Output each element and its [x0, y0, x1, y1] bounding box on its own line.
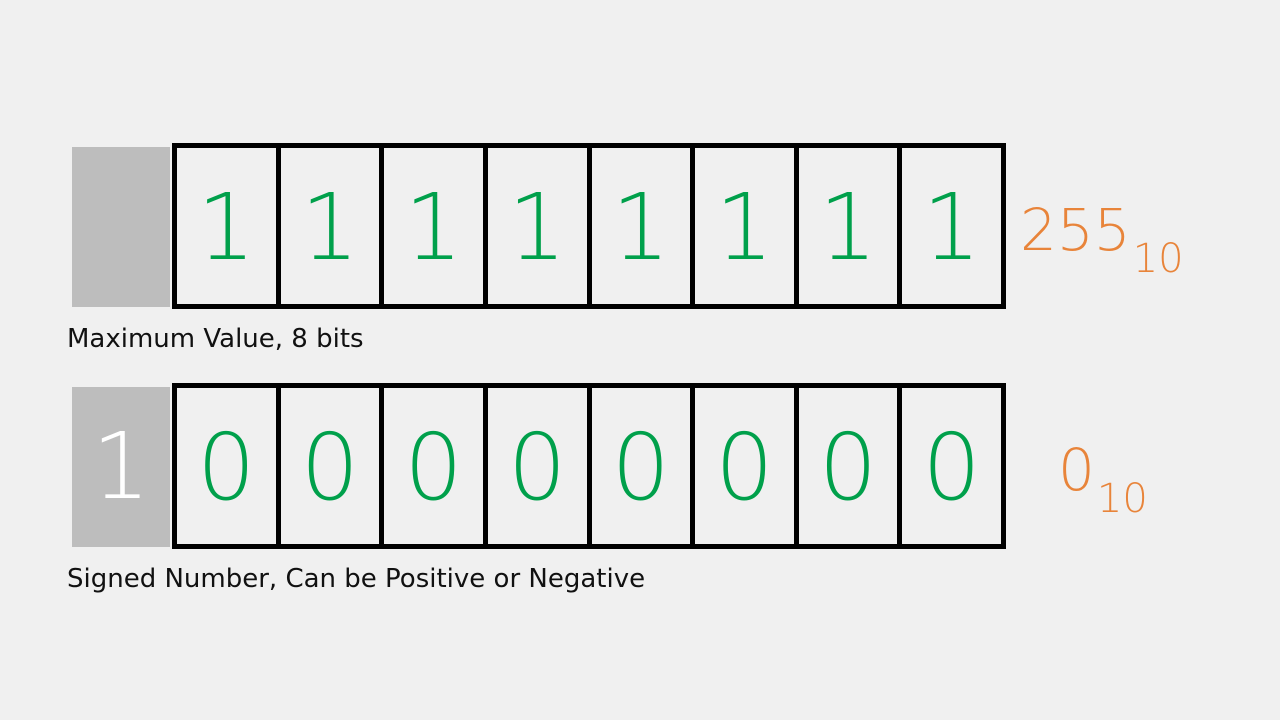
- bit-cell-2: 1: [384, 148, 488, 304]
- sign-bit-block: 1: [72, 387, 170, 547]
- bit-cell-5: 0: [695, 388, 799, 544]
- byte-row-unsigned: 1 1 1 1 1 1 1 1 25510: [0, 143, 1280, 309]
- decimal-base-subscript: 10: [1096, 476, 1148, 522]
- decimal-value: 010: [1058, 441, 1148, 519]
- bit-cell-7: 0: [922, 414, 981, 521]
- bit-cell-4: 0: [592, 388, 696, 544]
- caption-signed-number: Signed Number, Can be Positive or Negati…: [67, 564, 646, 594]
- decimal-value-number: 0: [1058, 436, 1095, 504]
- bit-cell-6: 1: [799, 148, 903, 304]
- bit-cell-1: 1: [281, 148, 385, 304]
- bit-cell-0: 1: [177, 148, 281, 304]
- decimal-base-subscript: 10: [1132, 236, 1184, 282]
- bit-cell-2: 0: [384, 388, 488, 544]
- bits-frame: 1 1 1 1 1 1 1 1: [172, 143, 1006, 309]
- sign-bit-block: [72, 147, 170, 307]
- bit-cell-4: 1: [592, 148, 696, 304]
- bit-cell-0: 0: [177, 388, 281, 544]
- decimal-value-number: 255: [1020, 196, 1131, 264]
- caption-maximum-value: Maximum Value, 8 bits: [67, 324, 364, 354]
- bit-cell-3: 0: [488, 388, 592, 544]
- bit-cell-3: 1: [488, 148, 592, 304]
- bit-cell-5: 1: [695, 148, 799, 304]
- bit-cell-7: 1: [922, 174, 981, 281]
- byte-row-signed: 1 0 0 0 0 0 0 0 0 010: [0, 383, 1280, 549]
- bit-cell-1: 0: [281, 388, 385, 544]
- decimal-value: 25510: [1020, 201, 1184, 279]
- bits-frame: 0 0 0 0 0 0 0 0: [172, 383, 1006, 549]
- bit-cell-6: 0: [799, 388, 903, 544]
